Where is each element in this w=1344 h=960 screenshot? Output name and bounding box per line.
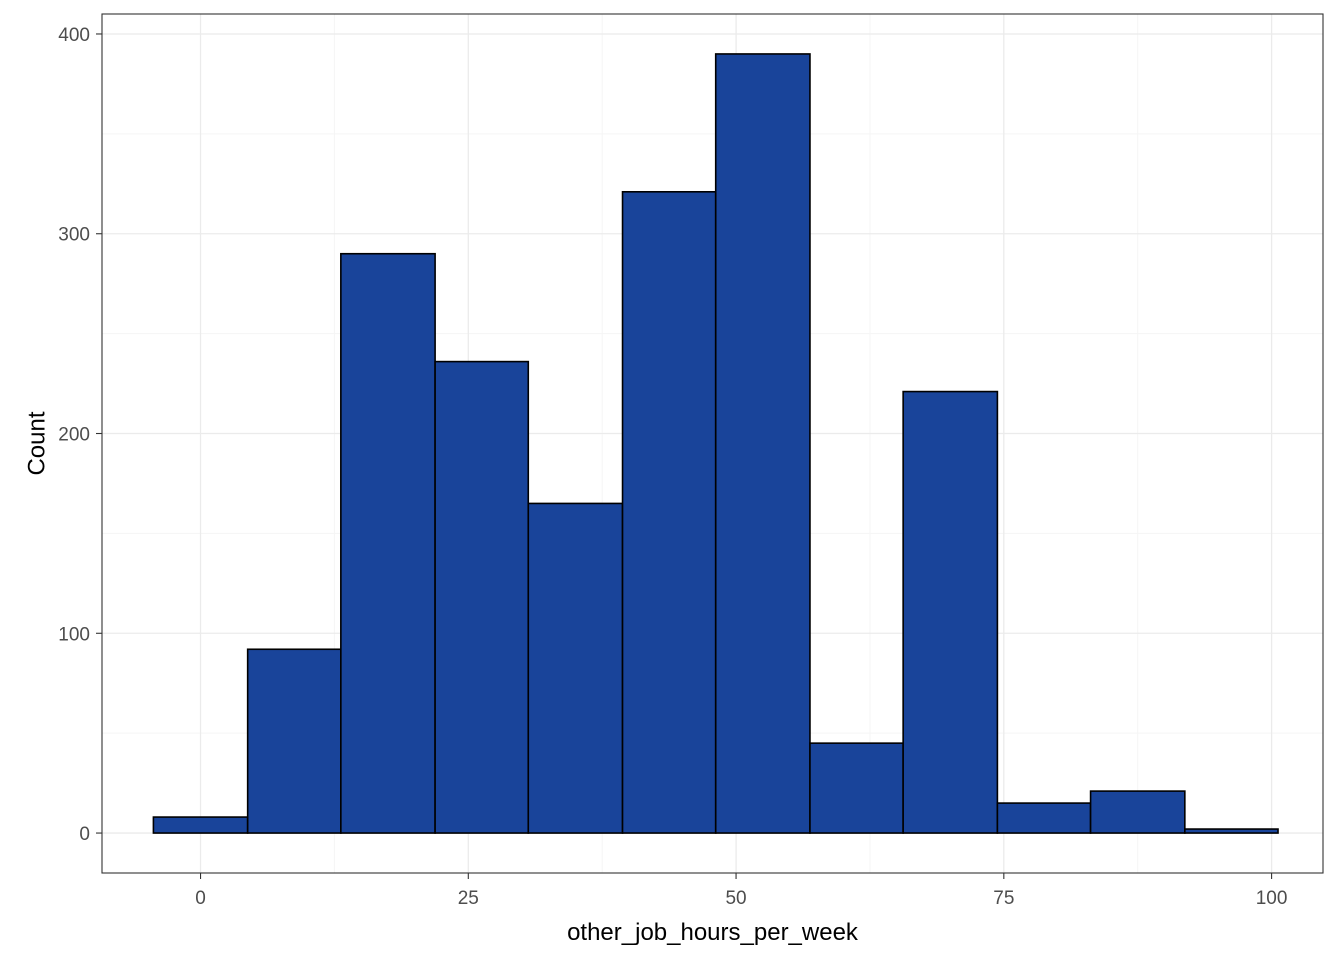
histogram-bar — [152, 816, 249, 834]
y-axis: 0 100 200 300 400 — [58, 25, 102, 845]
histogram-bar — [246, 648, 342, 834]
x-tick-label: 50 — [725, 888, 746, 909]
histogram-bar — [714, 53, 811, 834]
histogram-bar — [809, 742, 904, 834]
x-tick-label: 25 — [458, 888, 479, 909]
x-tick-label: 75 — [993, 888, 1014, 909]
histogram-bar — [434, 360, 530, 834]
x-tick-label: 0 — [195, 888, 206, 909]
histogram-bars — [152, 53, 1279, 834]
y-tick-label: 200 — [58, 425, 90, 446]
y-tick-label: 300 — [58, 225, 90, 246]
x-tick-label: 100 — [1256, 888, 1288, 909]
x-axis: 0 25 50 75 100 — [195, 873, 1287, 909]
y-tick-label: 400 — [58, 25, 90, 46]
histogram-bar — [996, 802, 1092, 834]
x-axis-title: other_job_hours_per_week — [567, 919, 859, 946]
histogram-bar — [621, 190, 717, 834]
histogram-bar — [902, 390, 999, 834]
y-axis-title: Count — [23, 411, 50, 475]
y-tick-label: 0 — [79, 824, 90, 845]
panel-border — [101, 13, 1324, 874]
y-tick-label: 100 — [58, 624, 90, 645]
histogram-bar — [527, 502, 624, 834]
histogram-bar — [340, 252, 436, 834]
histogram-bar — [1089, 790, 1186, 834]
histogram-bar — [1184, 828, 1279, 834]
